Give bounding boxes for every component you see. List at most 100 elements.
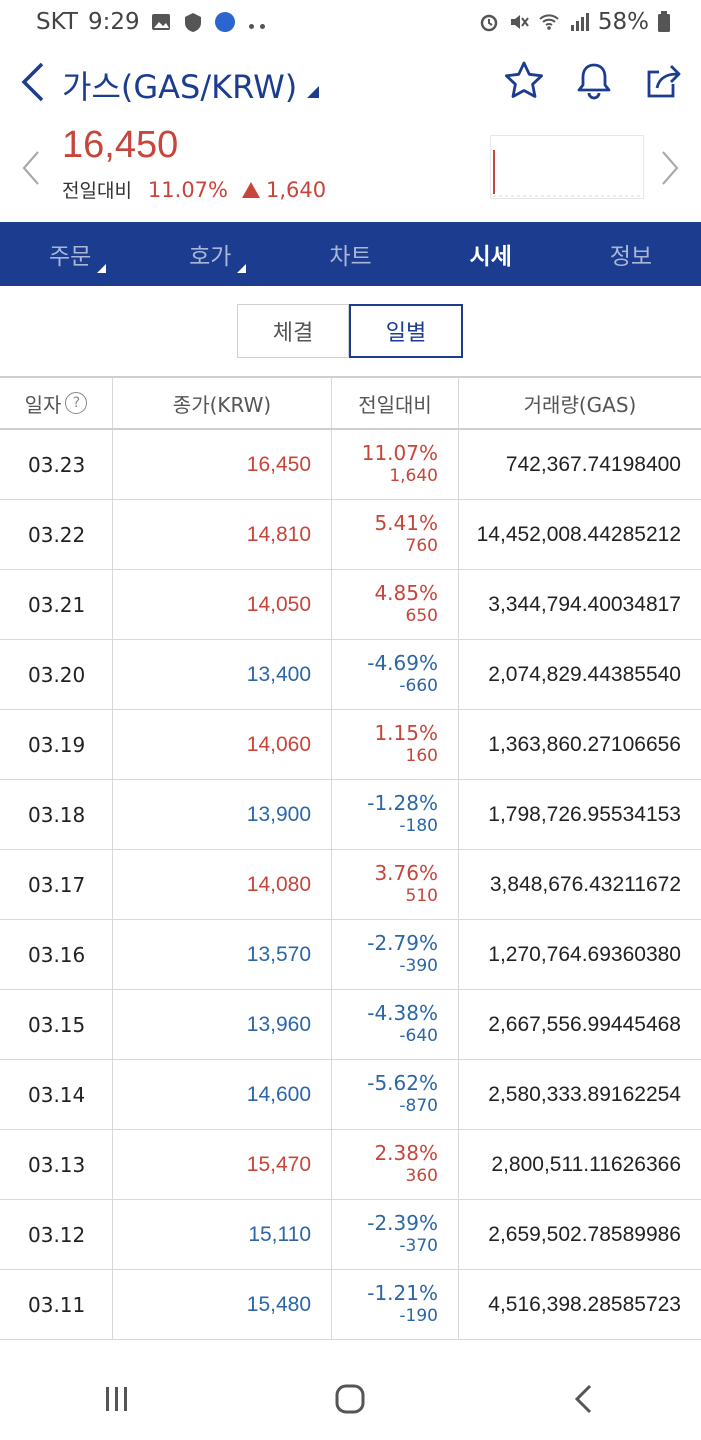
row-volume: 2,659,502.78589986 (488, 1222, 681, 1246)
recent-apps-button[interactable] (87, 1374, 147, 1424)
home-icon (335, 1384, 365, 1414)
mini-chart[interactable] (490, 135, 644, 199)
row-volume: 2,800,511.11626366 (491, 1152, 681, 1176)
row-change: -2.39% -370 (332, 1200, 459, 1269)
segment-daily[interactable]: 일별 (349, 304, 463, 358)
row-date: 03.17 (0, 850, 113, 919)
row-close-price: 15,480 (113, 1270, 332, 1339)
tab-market-price[interactable]: 시세 (421, 222, 561, 286)
row-close-price: 13,960 (113, 990, 332, 1059)
row-change: -4.69% -660 (332, 640, 459, 709)
row-change-percent: -1.28% (367, 791, 438, 816)
help-icon[interactable]: ? (65, 392, 88, 414)
app-header: 가스(GAS/KRW) (0, 52, 701, 112)
row-change-amount: -870 (399, 1096, 438, 1117)
tab-label: 정보 (609, 244, 653, 270)
table-row[interactable]: 03.13 15,470 2.38% 360 2,800,511.11626366 (0, 1130, 701, 1200)
battery-icon (658, 11, 670, 32)
row-change-percent: 3.76% (374, 861, 438, 886)
row-change-amount: -390 (399, 956, 438, 977)
row-change-percent: -2.39% (367, 1211, 438, 1236)
row-change-amount: 360 (405, 1166, 438, 1187)
table-row[interactable]: 03.18 13,900 -1.28% -180 1,798,726.95534153 (0, 780, 701, 850)
table-row[interactable]: 03.12 15,110 -2.39% -370 2,659,502.78589986 (0, 1200, 701, 1270)
chevron-left-icon[interactable] (20, 150, 42, 186)
view-toggle: 체결 일별 (237, 304, 463, 358)
row-change: 11.07% 1,640 (332, 430, 459, 499)
tab-orderbook[interactable]: 호가 (140, 222, 280, 286)
table-row[interactable]: 03.20 13,400 -4.69% -660 2,074,829.44385540 (0, 640, 701, 710)
row-volume: 1,363,860.27106656 (488, 732, 681, 756)
table-row[interactable]: 03.14 14,600 -5.62% -870 2,580,333.89162254 (0, 1060, 701, 1130)
page-title[interactable]: 가스(GAS/KRW) (62, 62, 320, 108)
tab-chart[interactable]: 차트 (280, 222, 420, 286)
table-row[interactable]: 03.17 14,080 3.76% 510 3,848,676.43211672 (0, 850, 701, 920)
row-date: 03.21 (0, 570, 113, 639)
row-volume: 1,270,764.69360380 (488, 942, 681, 966)
row-date: 03.14 (0, 1060, 113, 1129)
bell-icon[interactable] (573, 60, 615, 102)
shield-icon (184, 13, 201, 32)
row-close-price: 13,400 (113, 640, 332, 709)
table-row[interactable]: 03.22 14,810 5.41% 760 14,452,008.44285212 (0, 500, 701, 570)
chevron-right-icon[interactable] (659, 150, 681, 186)
row-date: 03.19 (0, 710, 113, 779)
row-volume: 14,452,008.44285212 (476, 522, 681, 546)
table-row[interactable]: 03.16 13,570 -2.79% -390 1,270,764.69360380 (0, 920, 701, 990)
row-change-amount: -190 (399, 1306, 438, 1327)
up-triangle-icon (242, 181, 260, 198)
header-change: 전일대비 (332, 378, 459, 428)
row-date: 03.20 (0, 640, 113, 709)
share-icon[interactable] (643, 60, 685, 102)
row-change: 2.38% 360 (332, 1130, 459, 1199)
star-icon[interactable] (503, 60, 545, 102)
row-volume: 742,367.74198400 (505, 452, 681, 476)
tab-label: 차트 (329, 244, 372, 270)
battery-level: 58% (597, 9, 649, 35)
home-button[interactable] (320, 1374, 380, 1424)
table-header: 일자 ? 종가(KRW) 전일대비 거래량(GAS) (0, 376, 701, 430)
more-dots-icon (246, 9, 268, 35)
row-close-price: 14,810 (113, 500, 332, 569)
row-change: -5.62% -870 (332, 1060, 459, 1129)
row-close-price: 16,450 (113, 430, 332, 499)
row-date: 03.15 (0, 990, 113, 1059)
row-change: 3.76% 510 (332, 850, 459, 919)
row-change-percent: 5.41% (374, 511, 438, 536)
table-row[interactable]: 03.19 14,060 1.15% 160 1,363,860.27106656 (0, 710, 701, 780)
table-row[interactable]: 03.15 13,960 -4.38% -640 2,667,556.99445468 (0, 990, 701, 1060)
row-close-price: 14,050 (113, 570, 332, 639)
carrier: SKT (36, 9, 78, 35)
change-percent: 11.07% (147, 177, 228, 202)
table-row[interactable]: 03.11 15,480 -1.21% -190 4,516,398.28585723 (0, 1270, 701, 1340)
status-bar: SKT 9:29 58% (0, 0, 701, 44)
row-date: 03.13 (0, 1130, 113, 1199)
row-change-amount: 760 (405, 536, 438, 557)
mini-chart-graph (493, 150, 643, 197)
table-row[interactable]: 03.21 14,050 4.85% 650 3,344,794.40034817 (0, 570, 701, 640)
row-change-percent: -4.69% (367, 651, 438, 676)
row-change-amount: -660 (399, 676, 438, 697)
row-volume: 4,516,398.28585723 (488, 1292, 681, 1316)
row-date: 03.12 (0, 1200, 113, 1269)
back-nav-icon (575, 1384, 592, 1414)
table-body[interactable]: 03.23 16,450 11.07% 1,640 742,367.74198400 03… (0, 430, 701, 1340)
row-change-percent: 1.15% (374, 721, 438, 746)
table-row[interactable]: 03.23 16,450 11.07% 1,640 742,367.74198400 (0, 430, 701, 500)
header-date: 일자 ? (0, 378, 113, 428)
dropdown-caret-icon (307, 86, 320, 98)
row-change-percent: 11.07% (361, 441, 438, 466)
row-close-price: 15,110 (113, 1200, 332, 1269)
signal-icon (570, 13, 589, 31)
row-change-amount: -640 (399, 1026, 438, 1047)
back-nav-button[interactable] (554, 1374, 614, 1424)
back-icon[interactable] (18, 60, 48, 104)
segment-trades[interactable]: 체결 (237, 304, 349, 358)
tab-order[interactable]: 주문 (0, 222, 140, 286)
row-change: -2.79% -390 (332, 920, 459, 989)
row-volume: 3,344,794.40034817 (488, 592, 681, 616)
row-close-price: 14,080 (113, 850, 332, 919)
tab-label: 시세 (469, 244, 512, 270)
tab-info[interactable]: 정보 (561, 222, 701, 286)
row-date: 03.11 (0, 1270, 113, 1339)
